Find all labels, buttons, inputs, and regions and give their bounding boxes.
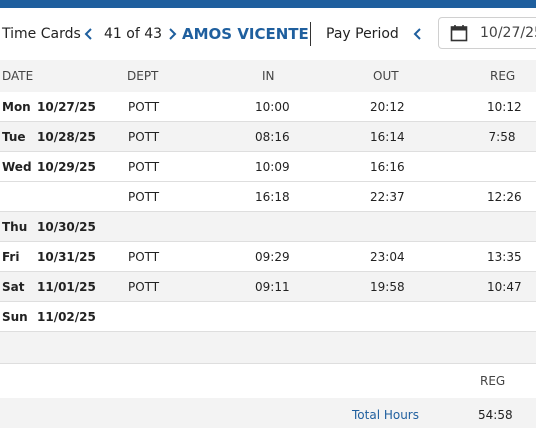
summary-header: REG [0, 364, 536, 398]
table-row[interactable]: Mon 10/27/25 POTT 10:00 20:12 10:12 [0, 92, 536, 122]
row-date: 10/30/25 [37, 220, 96, 234]
row-reg: 10:47 [487, 280, 522, 294]
table-row[interactable]: Fri 10/31/25 POTT 09:29 23:04 13:35 [0, 242, 536, 272]
time-card-table: Mon 10/27/25 POTT 10:00 20:12 10:12 Tue … [0, 92, 536, 332]
pay-period-label: Pay Period [326, 26, 399, 42]
table-header: DATE DEPT IN OUT REG [0, 60, 536, 92]
row-reg: 13:35 [487, 250, 522, 264]
record-position: 41 of 43 [104, 26, 163, 42]
table-row[interactable]: Sat 11/01/25 POTT 09:11 19:58 10:47 [0, 272, 536, 302]
total-hours-value: 54:58 [478, 408, 513, 422]
row-in: 16:18 [255, 190, 290, 204]
total-hours-label[interactable]: Total Hours [352, 408, 419, 422]
employee-name[interactable]: AMOS VICENTE [182, 25, 309, 43]
row-reg: 10:12 [487, 100, 522, 114]
table-spacer-row [0, 332, 536, 364]
row-day: Fri [2, 250, 20, 264]
table-row[interactable]: Thu 10/30/25 [0, 212, 536, 242]
summary-reg-label: REG [480, 374, 506, 388]
row-day: Mon [2, 100, 31, 114]
row-in: 10:09 [255, 160, 290, 174]
row-in: 10:00 [255, 100, 290, 114]
row-date: 10/28/25 [37, 130, 96, 144]
table-row[interactable]: POTT 16:18 22:37 12:26 [0, 182, 536, 212]
prev-period-button[interactable] [410, 26, 426, 42]
row-date: 11/02/25 [37, 310, 96, 324]
next-record-button[interactable] [164, 26, 180, 42]
total-hours-row: Total Hours 54:58 [0, 398, 536, 428]
column-header-in: IN [262, 69, 275, 83]
row-date: 10/31/25 [37, 250, 96, 264]
row-dept: POTT [128, 280, 160, 294]
row-out: 16:16 [370, 160, 405, 174]
row-dept: POTT [128, 250, 160, 264]
header-bar: Time Cards 41 of 43 AMOS VICENTE Pay Per… [0, 8, 536, 60]
row-in: 08:16 [255, 130, 290, 144]
row-out: 19:58 [370, 280, 405, 294]
row-day: Thu [2, 220, 28, 234]
row-reg: 12:26 [487, 190, 522, 204]
column-header-reg: REG [490, 69, 516, 83]
table-row[interactable]: Tue 10/28/25 POTT 08:16 16:14 7:58 [0, 122, 536, 152]
row-day: Tue [2, 130, 26, 144]
row-dept: POTT [128, 160, 160, 174]
row-out: 23:04 [370, 250, 405, 264]
row-in: 09:11 [255, 280, 290, 294]
chevron-right-icon [169, 28, 177, 40]
column-header-date: DATE [2, 69, 34, 83]
row-out: 22:37 [370, 190, 405, 204]
row-day: Wed [2, 160, 32, 174]
row-out: 16:14 [370, 130, 405, 144]
row-dept: POTT [128, 190, 160, 204]
table-row[interactable]: Sun 11/02/25 [0, 302, 536, 332]
period-date-value: 10/27/25 [480, 25, 536, 41]
chevron-left-icon [413, 28, 421, 40]
row-day: Sat [2, 280, 25, 294]
row-day: Sun [2, 310, 28, 324]
row-in: 09:29 [255, 250, 290, 264]
header-divider [310, 22, 311, 46]
page-title: Time Cards [2, 26, 81, 42]
table-row[interactable]: Wed 10/29/25 POTT 10:09 16:16 [0, 152, 536, 182]
row-date: 10/27/25 [37, 100, 96, 114]
row-dept: POTT [128, 100, 160, 114]
column-header-dept: DEPT [127, 69, 159, 83]
prev-record-button[interactable] [81, 26, 97, 42]
row-dept: POTT [128, 130, 160, 144]
row-date: 11/01/25 [37, 280, 96, 294]
period-date-picker[interactable]: 10/27/25 [438, 17, 536, 49]
column-header-out: OUT [373, 69, 399, 83]
calendar-icon [450, 25, 468, 42]
row-out: 20:12 [370, 100, 405, 114]
row-reg: 7:58 [488, 130, 516, 144]
chevron-left-icon [84, 28, 92, 40]
row-date: 10/29/25 [37, 160, 96, 174]
top-accent-bar [0, 0, 536, 8]
